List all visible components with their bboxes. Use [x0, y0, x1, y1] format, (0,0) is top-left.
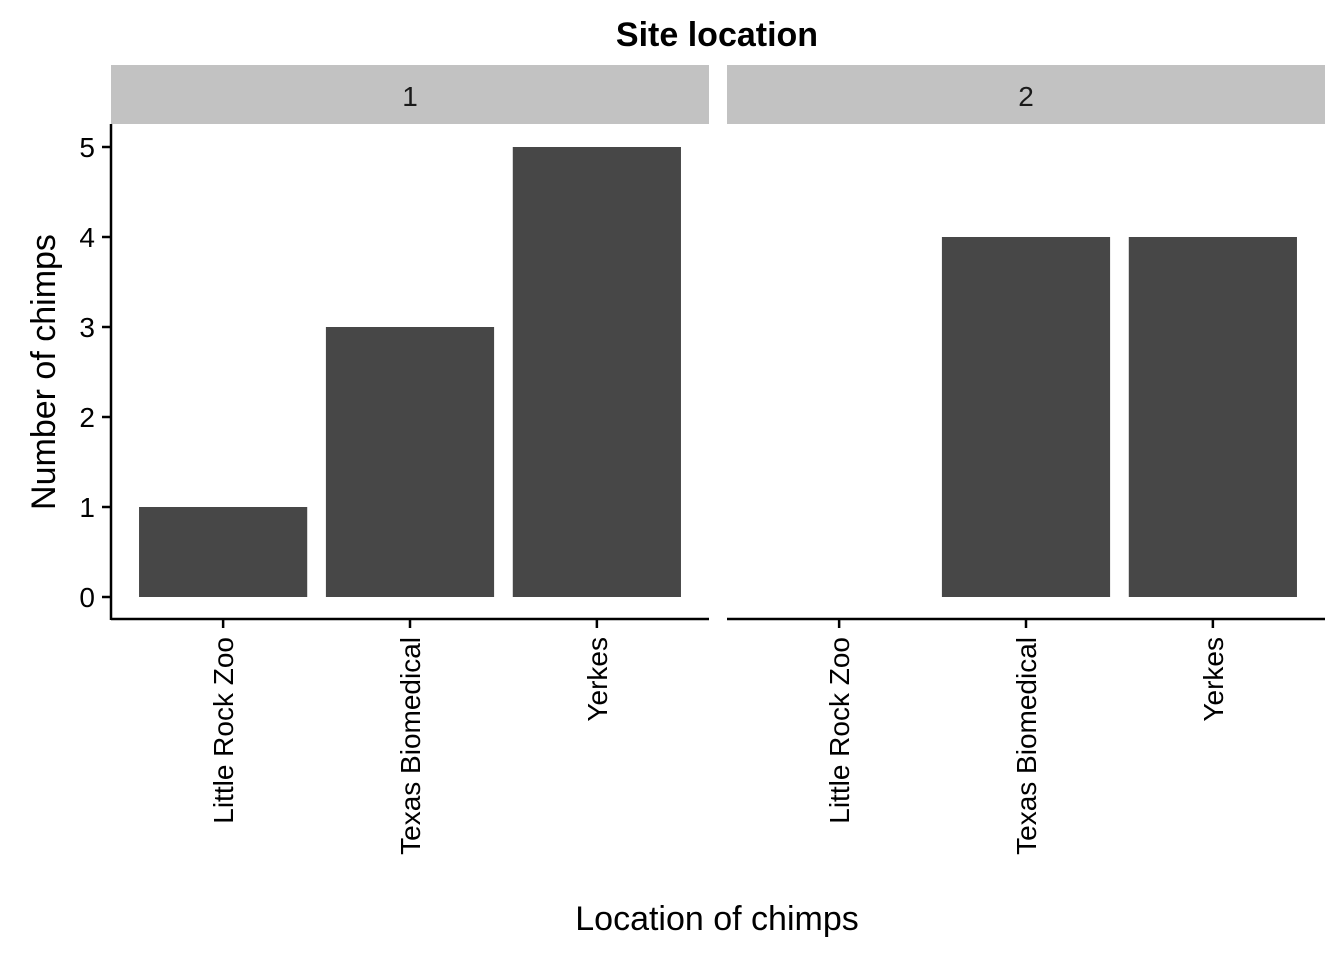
chart-title: Site location — [616, 16, 818, 54]
bar — [941, 237, 1111, 597]
x-tick-label: Little Rock Zoo — [208, 637, 239, 824]
y-tick-label: 1 — [79, 492, 95, 523]
x-tick-label: Texas Biomedical — [395, 637, 426, 855]
bar — [512, 147, 681, 597]
facet-strip — [727, 65, 1325, 124]
x-tick-label: Texas Biomedical — [1011, 637, 1042, 855]
bar — [139, 507, 308, 597]
x-axis-title: Location of chimps — [575, 900, 859, 938]
x-tick-label: Little Rock Zoo — [824, 637, 855, 824]
y-axis-title: Number of chimps — [25, 234, 63, 510]
y-tick-label: 0 — [79, 582, 95, 613]
bar — [1128, 237, 1297, 597]
x-tick-label: Yerkes — [582, 637, 613, 722]
x-tick-label: Yerkes — [1198, 637, 1229, 722]
y-tick-label: 3 — [79, 312, 95, 343]
facet-strip — [111, 65, 709, 124]
facet-strip-label: 2 — [1018, 81, 1034, 112]
y-tick-label: 5 — [79, 132, 95, 163]
bar — [325, 327, 495, 597]
y-tick-label: 4 — [79, 222, 95, 253]
plot-area: 1 Little Rock Zoo Texas Biomedical Yerkes 2 L… — [79, 65, 1325, 855]
facet-strip-label: 1 — [402, 81, 418, 112]
y-tick-label: 2 — [79, 402, 95, 433]
